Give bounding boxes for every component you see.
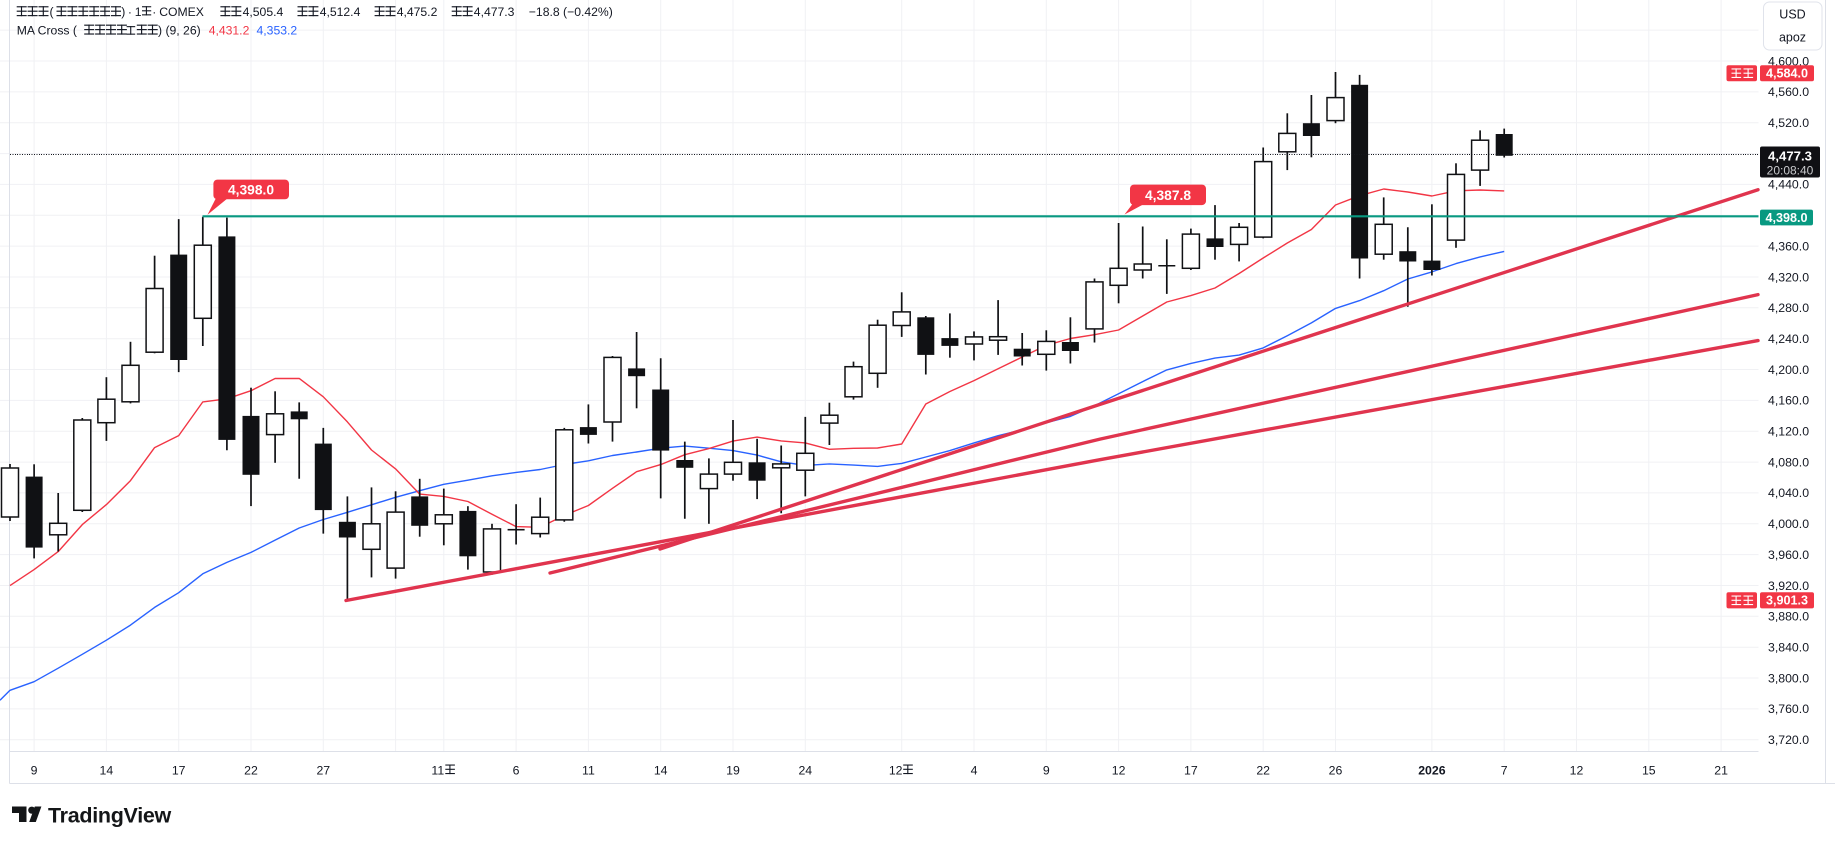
svg-text:4,398.0: 4,398.0 — [1765, 211, 1807, 225]
svg-text:4,475.2: 4,475.2 — [397, 5, 438, 19]
svg-text:7: 7 — [1501, 764, 1508, 778]
svg-text:11: 11 — [431, 764, 444, 778]
svg-text:24: 24 — [798, 764, 812, 778]
svg-text:2026: 2026 — [1418, 764, 1446, 778]
svg-text:9: 9 — [1043, 764, 1050, 778]
svg-text:27: 27 — [316, 764, 330, 778]
svg-text:4,600.0: 4,600.0 — [1768, 54, 1809, 68]
svg-text:TradingView: TradingView — [48, 804, 172, 828]
svg-text:26: 26 — [1329, 764, 1343, 778]
svg-text:USD: USD — [1779, 8, 1805, 22]
svg-text:·: · — [128, 5, 132, 19]
svg-text:21: 21 — [1714, 764, 1728, 778]
svg-text:4,360.0: 4,360.0 — [1768, 239, 1809, 253]
svg-text:1: 1 — [135, 5, 142, 19]
svg-text:3,720.0: 3,720.0 — [1768, 733, 1809, 747]
svg-text:14: 14 — [654, 764, 668, 778]
svg-text:3,920.0: 3,920.0 — [1768, 579, 1809, 593]
svg-text:4,477.3: 4,477.3 — [1768, 149, 1812, 164]
svg-text:apoz: apoz — [1779, 31, 1806, 45]
svg-text:4,512.4: 4,512.4 — [320, 5, 361, 19]
svg-text:4,440.0: 4,440.0 — [1768, 178, 1809, 192]
svg-text:4: 4 — [971, 764, 978, 778]
svg-text:6: 6 — [513, 764, 520, 778]
svg-text:3,760.0: 3,760.0 — [1768, 702, 1809, 716]
svg-text:·: · — [152, 5, 156, 19]
svg-text:4,584.0: 4,584.0 — [1766, 67, 1808, 81]
svg-text:4,431.2: 4,431.2 — [209, 23, 250, 37]
svg-text:4,398.0: 4,398.0 — [228, 182, 274, 197]
svg-text:12: 12 — [1112, 764, 1126, 778]
svg-text:4,520.0: 4,520.0 — [1768, 116, 1809, 130]
svg-text:17: 17 — [1184, 764, 1198, 778]
svg-text:4,120.0: 4,120.0 — [1768, 425, 1809, 439]
svg-text:3,901.3: 3,901.3 — [1766, 594, 1808, 608]
svg-text:4,505.4: 4,505.4 — [243, 5, 284, 19]
svg-text:4,160.0: 4,160.0 — [1768, 394, 1809, 408]
svg-text:MA Cross (: MA Cross ( — [17, 23, 77, 37]
svg-text:4,477.3: 4,477.3 — [474, 5, 515, 19]
svg-text:4,560.0: 4,560.0 — [1768, 85, 1809, 99]
svg-text:4,200.0: 4,200.0 — [1768, 363, 1809, 377]
svg-text:4,280.0: 4,280.0 — [1768, 301, 1809, 315]
svg-text:11: 11 — [582, 764, 595, 778]
svg-text:−18.8 (−0.42%): −18.8 (−0.42%) — [529, 5, 613, 19]
svg-text:4,387.8: 4,387.8 — [1145, 188, 1191, 203]
svg-text:15: 15 — [1642, 764, 1656, 778]
svg-text:12: 12 — [889, 764, 903, 778]
svg-text:4,320.0: 4,320.0 — [1768, 270, 1809, 284]
svg-text:): ) — [121, 5, 125, 19]
svg-text:19: 19 — [726, 764, 740, 778]
svg-text:4,000.0: 4,000.0 — [1768, 517, 1809, 531]
svg-text:4,040.0: 4,040.0 — [1768, 486, 1809, 500]
svg-text:14: 14 — [100, 764, 114, 778]
svg-text:22: 22 — [244, 764, 258, 778]
svg-text:20:08:40: 20:08:40 — [1767, 163, 1814, 177]
svg-text:COMEX: COMEX — [159, 5, 204, 19]
svg-text:12: 12 — [1570, 764, 1584, 778]
svg-text:17: 17 — [172, 764, 186, 778]
svg-text:3,800.0: 3,800.0 — [1768, 671, 1809, 685]
svg-text:22: 22 — [1256, 764, 1270, 778]
svg-text:(: ( — [50, 5, 54, 19]
svg-text:3,880.0: 3,880.0 — [1768, 610, 1809, 624]
svg-text:4,080.0: 4,080.0 — [1768, 455, 1809, 469]
svg-text:9: 9 — [31, 764, 38, 778]
svg-text:3,960.0: 3,960.0 — [1768, 548, 1809, 562]
svg-text:4,240.0: 4,240.0 — [1768, 332, 1809, 346]
svg-text:) (9, 26): ) (9, 26) — [158, 23, 201, 37]
svg-text:4,353.2: 4,353.2 — [257, 23, 298, 37]
svg-text:3,840.0: 3,840.0 — [1768, 641, 1809, 655]
